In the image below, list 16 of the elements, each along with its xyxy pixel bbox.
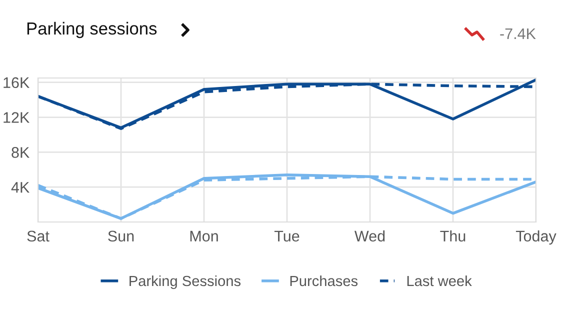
x-tick-label: Sun (108, 230, 134, 242)
x-tick-label: Wed (354, 230, 385, 242)
y-tick-label: 4K (11, 182, 30, 193)
legend-label: Last week (407, 275, 472, 286)
y-tick-label: 8K (12, 147, 30, 158)
x-tick-label: Tue (274, 230, 300, 242)
legend-label: Parking Sessions (130, 275, 241, 290)
y-tick-label: 12K (4, 112, 30, 123)
x-tick-label: Mon (190, 230, 218, 242)
x-tick-label: Thu (440, 230, 466, 242)
legend-label: Purchases (290, 275, 358, 286)
text: -7.4K (500, 28, 536, 39)
x-tick-label: Sat (27, 230, 50, 242)
x-tick-label: Today (516, 230, 556, 245)
y-tick-label: 16K (4, 77, 30, 88)
chart-title: Parking sessions (27, 22, 157, 38)
